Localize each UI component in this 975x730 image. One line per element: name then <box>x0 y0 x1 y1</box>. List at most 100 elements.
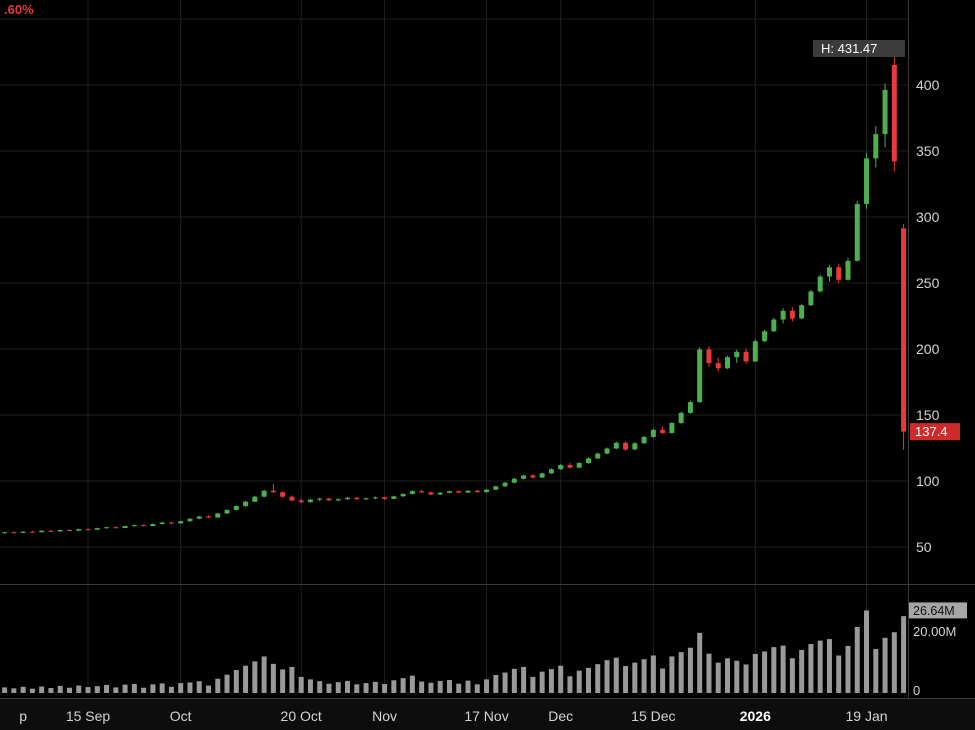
candle <box>678 411 684 424</box>
time-axis-label: 2026 <box>740 708 771 724</box>
volume-bar <box>196 681 202 693</box>
candle <box>252 495 258 503</box>
candle <box>623 441 629 451</box>
candle <box>632 442 638 451</box>
volume-bar <box>789 658 795 693</box>
candle <box>845 258 851 281</box>
candle <box>891 43 897 172</box>
svg-text:250: 250 <box>916 275 940 291</box>
volume-bar <box>864 610 870 693</box>
volume-bar <box>484 679 490 693</box>
volume-bar <box>224 674 230 693</box>
candle <box>530 474 536 479</box>
svg-text:0: 0 <box>913 683 920 698</box>
volume-bar <box>382 684 388 693</box>
volume-bar <box>437 680 443 693</box>
candle <box>39 530 45 533</box>
volume-bar <box>762 651 768 693</box>
candle <box>419 489 425 494</box>
volume-bar <box>456 683 462 693</box>
candle <box>521 474 527 480</box>
time-axis-label: 15 Sep <box>66 708 111 724</box>
volume-bar <box>94 686 100 693</box>
candle <box>66 529 72 532</box>
volume-bar <box>836 655 842 693</box>
volume-bar <box>141 687 147 693</box>
price-axis[interactable]: 400 350 300 250 200 150 100 50 <box>916 77 940 555</box>
candle <box>456 490 462 494</box>
volume-bar <box>521 666 527 693</box>
svg-text:137.4: 137.4 <box>915 424 948 439</box>
volume-bar <box>799 649 805 693</box>
candle <box>808 289 814 306</box>
svg-text:400: 400 <box>916 77 940 93</box>
volume-bar <box>660 668 666 693</box>
candle <box>400 493 406 497</box>
change-percent-label: .60% <box>4 2 34 17</box>
candle <box>326 497 332 501</box>
high-price-label: H: 431.47 <box>813 40 905 57</box>
volume-bar <box>11 688 17 693</box>
candle <box>799 303 805 320</box>
candle <box>734 349 740 363</box>
volume-bar <box>567 676 573 693</box>
volume-bar <box>669 656 675 693</box>
candle <box>372 496 378 500</box>
candle <box>261 489 267 498</box>
candle <box>669 421 675 434</box>
candle <box>94 527 100 530</box>
candle <box>159 522 165 525</box>
volume-bar <box>270 663 276 693</box>
candle <box>511 477 517 484</box>
time-axis-label: Nov <box>372 708 397 724</box>
volume-bar <box>511 668 517 693</box>
volume-bar <box>400 678 406 693</box>
volume-bar <box>780 645 786 693</box>
candle <box>474 489 480 493</box>
candle <box>567 463 573 469</box>
volume-bar <box>233 670 239 693</box>
volume-bar <box>39 686 45 693</box>
volume-bar <box>409 675 415 693</box>
volume-bar <box>2 687 8 693</box>
volume-bar <box>252 661 258 693</box>
volume-bar <box>752 653 758 693</box>
svg-text:300: 300 <box>916 209 940 225</box>
svg-text:350: 350 <box>916 143 940 159</box>
volume-bar <box>104 684 110 693</box>
volume-bar <box>326 683 332 693</box>
volume-bar <box>548 669 554 693</box>
volume-bar <box>604 660 610 693</box>
time-axis[interactable]: p 15 Sep Oct 20 Oct Nov 17 Nov Dec 15 Dec 2026 19… <box>19 708 887 724</box>
candle <box>595 452 601 460</box>
volume-bar <box>474 684 480 693</box>
candle <box>76 528 82 532</box>
candle <box>465 490 471 494</box>
svg-text:20.00M: 20.00M <box>913 624 956 639</box>
candle <box>826 264 832 282</box>
candle <box>345 497 351 500</box>
volume-bar <box>419 681 425 693</box>
candle <box>2 531 8 534</box>
volume-bar <box>178 683 184 693</box>
volume-axis[interactable]: 26.64M 20.00M 0 <box>909 602 967 698</box>
candle <box>391 495 397 500</box>
candle <box>771 317 777 333</box>
volume-bar <box>335 682 341 693</box>
volume-bar <box>650 655 656 693</box>
volume-bar <box>576 670 582 693</box>
volume-bar <box>131 684 137 693</box>
volume-bar <box>465 680 471 693</box>
svg-text:26.64M: 26.64M <box>913 604 955 618</box>
candle <box>558 464 564 470</box>
volume-bar <box>66 687 72 693</box>
volume-bar <box>345 680 351 693</box>
volume-bar <box>289 666 295 693</box>
candle <box>901 223 907 450</box>
candle <box>882 83 888 148</box>
candle <box>196 515 202 520</box>
svg-text:200: 200 <box>916 341 940 357</box>
time-axis-label: 20 Oct <box>281 708 322 724</box>
candle <box>687 400 693 414</box>
